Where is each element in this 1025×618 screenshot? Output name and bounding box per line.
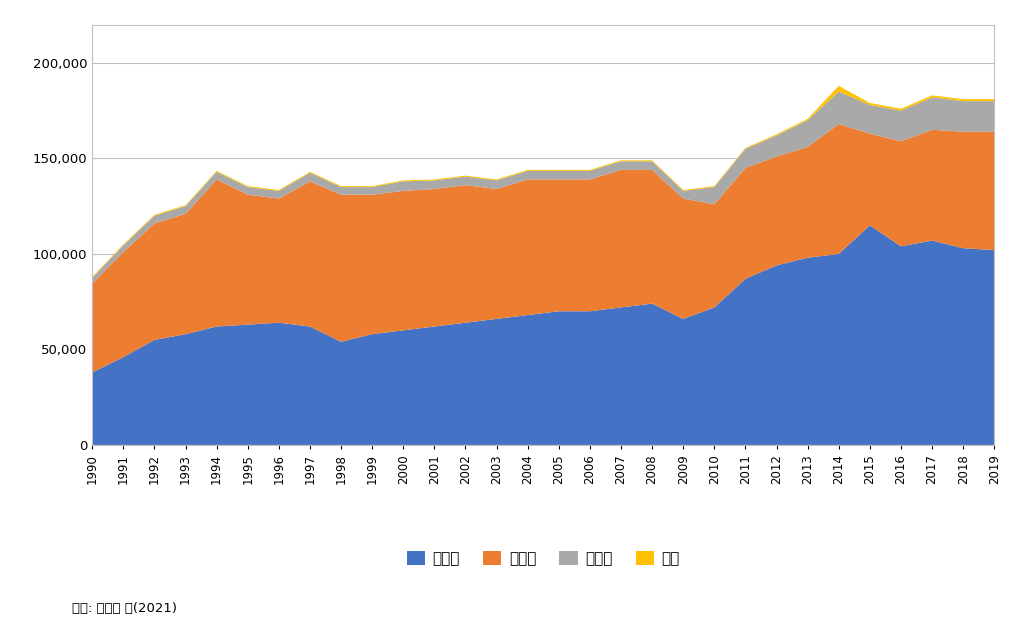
Legend: 석탄류, 석유류, 가스류, 기타: 석탄류, 석유류, 가스류, 기타	[401, 545, 686, 572]
Text: 출첳: 안영환 외(2021): 출첳: 안영환 외(2021)	[72, 602, 176, 615]
